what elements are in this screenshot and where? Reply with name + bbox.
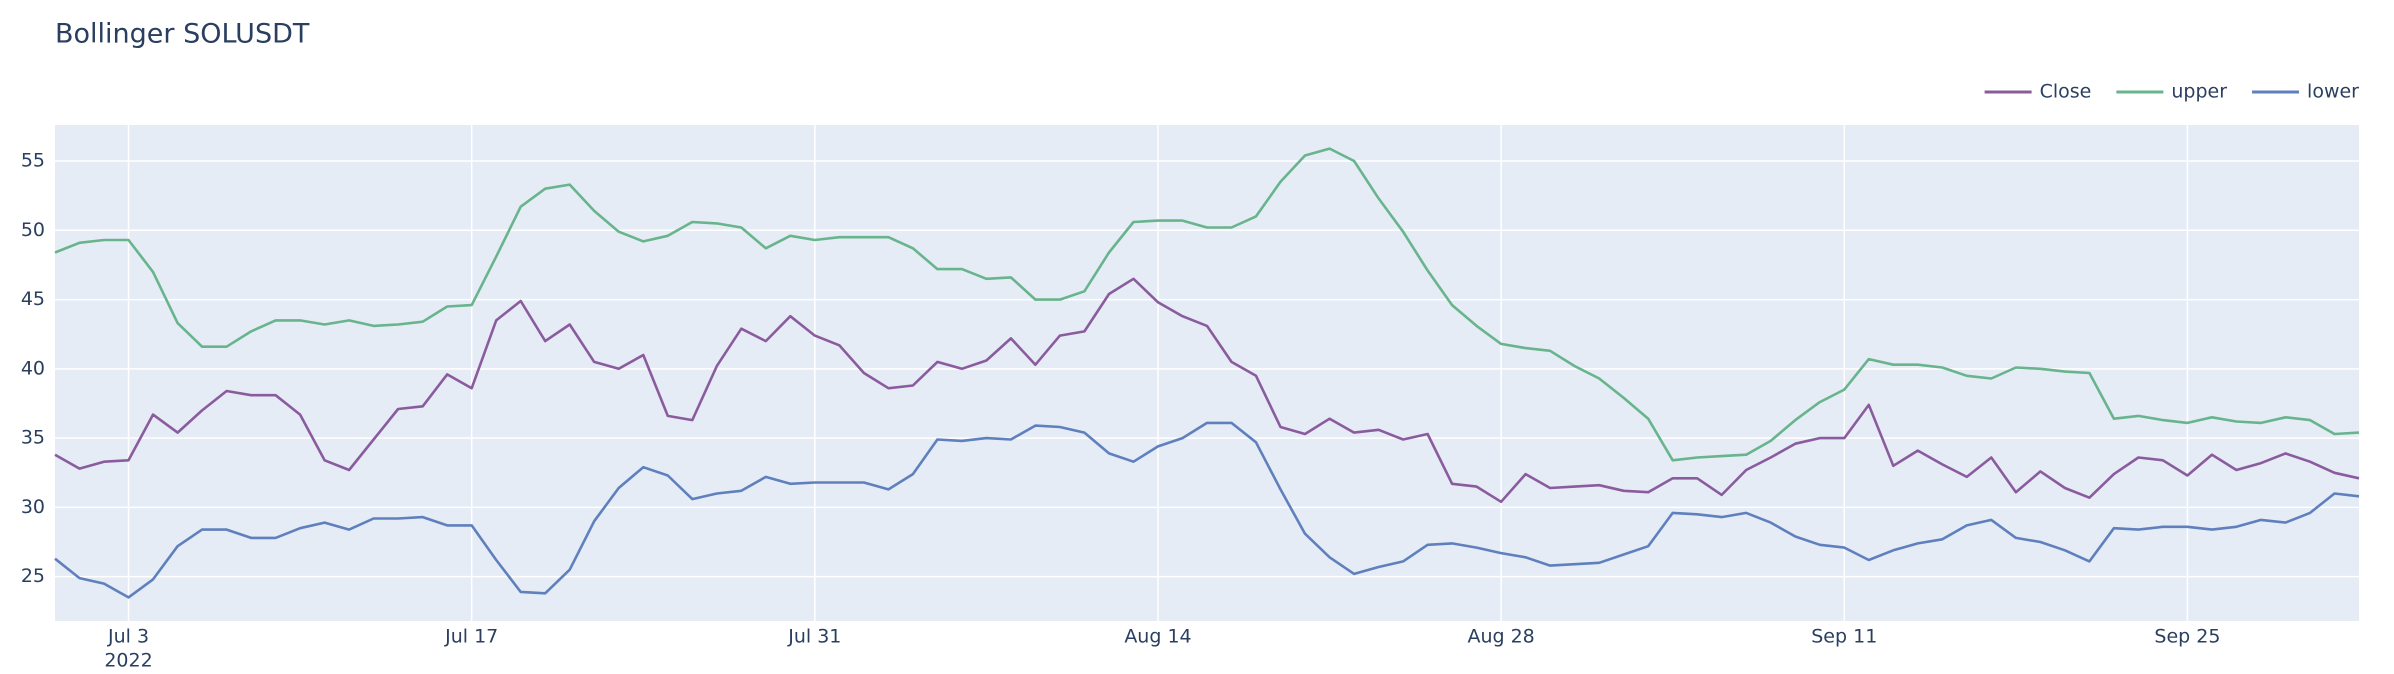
- y-tick-label: 35: [21, 427, 45, 449]
- x-tick-label: Jul 17: [444, 626, 498, 648]
- y-tick-label: 45: [21, 288, 45, 310]
- y-tick-label: 30: [21, 496, 45, 518]
- x-tick-label: Sep 25: [2154, 626, 2220, 648]
- y-tick-label: 55: [21, 150, 45, 172]
- x-tick-year: 2022: [104, 650, 152, 672]
- x-tick-label: Aug 28: [1467, 626, 1534, 648]
- x-tick-label: Jul 3: [107, 626, 149, 648]
- line-series: [54, 421, 2360, 599]
- line-series: [54, 147, 2360, 462]
- legend-label: Close: [2040, 81, 2092, 103]
- chart-title: Bollinger SOLUSDT: [55, 19, 310, 50]
- x-tick-label: Sep 11: [1811, 626, 1877, 648]
- legend-label: upper: [2171, 81, 2227, 103]
- y-tick-label: 40: [21, 357, 45, 379]
- y-tick-label: 25: [21, 565, 45, 587]
- line-series: [54, 277, 2360, 504]
- x-tick-label: Jul 31: [787, 626, 841, 648]
- legend-label: lower: [2307, 81, 2359, 103]
- plot-background: [55, 125, 2359, 621]
- x-tick-label: Aug 14: [1124, 626, 1191, 648]
- y-tick-label: 50: [21, 219, 45, 241]
